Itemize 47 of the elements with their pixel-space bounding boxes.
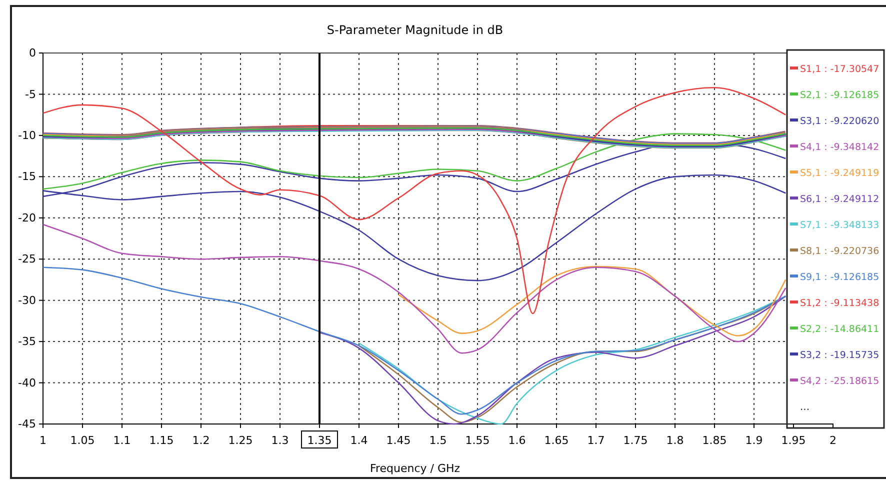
legend-label: S2,2 : -14.86411 xyxy=(800,324,880,335)
y-tick-label: -10 xyxy=(18,128,36,142)
x-tick-label: 1.8 xyxy=(666,434,684,448)
y-tick-label: -25 xyxy=(18,252,36,266)
x-tick-label: 1.2 xyxy=(192,434,210,448)
x-tick-label: 1.85 xyxy=(702,434,727,448)
y-tick-label: -5 xyxy=(25,88,36,101)
legend-label: S4,1 : -9.348142 xyxy=(800,142,880,153)
y-tick-label: -45 xyxy=(18,418,36,431)
x-tick-label: 1.05 xyxy=(70,434,95,448)
legend-label: S3,1 : -9.220620 xyxy=(800,116,880,127)
x-tick-label: 1.35 xyxy=(307,434,332,448)
y-tick-label: -35 xyxy=(18,335,36,348)
x-tick-label: 1.25 xyxy=(228,434,253,448)
legend-label: S2,1 : -9.126185 xyxy=(800,90,880,101)
x-tick-label: 1.5 xyxy=(429,434,447,448)
legend-label: S1,1 : -17.30547 xyxy=(800,64,880,75)
legend-label: S4,2 : -25.18615 xyxy=(800,376,880,387)
x-tick-label: 1.95 xyxy=(781,434,806,448)
chart-title: S-Parameter Magnitude in dB xyxy=(326,23,504,37)
x-tick-label: 1.55 xyxy=(465,434,490,448)
y-tick-label: 0 xyxy=(29,46,36,60)
annotation: ... xyxy=(800,402,810,413)
legend-label: S6,1 : -9.249112 xyxy=(800,194,880,205)
x-tick-label: 2 xyxy=(830,434,836,448)
legend-label: S9,1 : -9.126185 xyxy=(800,272,880,283)
y-tick-label: -15 xyxy=(18,170,36,184)
x-tick-label: 1.45 xyxy=(386,434,411,448)
legend-label: S3,2 : -19.15735 xyxy=(800,350,880,361)
x-tick-label: 1.3 xyxy=(271,434,289,448)
x-tick-label: 1.65 xyxy=(544,434,569,448)
legend-label: S1,2 : -9.113438 xyxy=(800,298,880,309)
x-tick-label: 1 xyxy=(40,434,46,448)
legend-label: S8,1 : -9.220736 xyxy=(800,246,880,257)
x-axis-title: Frequency / GHz xyxy=(370,462,460,475)
x-tick-label: 1.7 xyxy=(587,434,605,448)
x-tick-label: 1.6 xyxy=(508,434,526,448)
x-tick-label: 1.75 xyxy=(623,434,648,448)
legend-label: S7,1 : -9.348133 xyxy=(800,220,880,231)
y-tick-label: -30 xyxy=(18,294,36,307)
y-tick-label: -20 xyxy=(18,211,36,224)
legend-label: S5,1 : -9.249119 xyxy=(800,168,880,179)
x-tick-label: 1.1 xyxy=(113,434,131,448)
x-tick-label: 1.9 xyxy=(745,434,763,448)
x-tick-label: 1.4 xyxy=(350,434,368,448)
x-tick-label: 1.15 xyxy=(149,434,174,448)
y-tick-label: -40 xyxy=(18,376,36,390)
